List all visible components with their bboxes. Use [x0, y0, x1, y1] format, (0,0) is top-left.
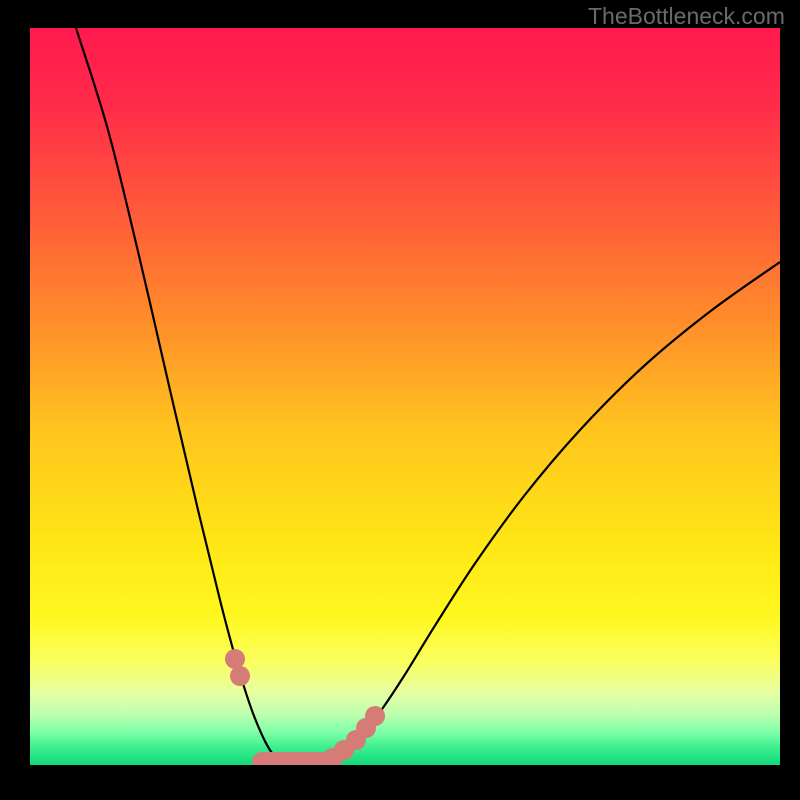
frame-border-bottom [0, 765, 800, 800]
bottleneck-chart [0, 0, 800, 800]
watermark-text: TheBottleneck.com [588, 3, 785, 30]
accent-dot [365, 706, 385, 726]
gradient-background [30, 28, 780, 765]
frame-border-left [0, 28, 30, 800]
frame-border-right [780, 28, 800, 800]
accent-dot [225, 649, 245, 669]
accent-dot [230, 666, 250, 686]
